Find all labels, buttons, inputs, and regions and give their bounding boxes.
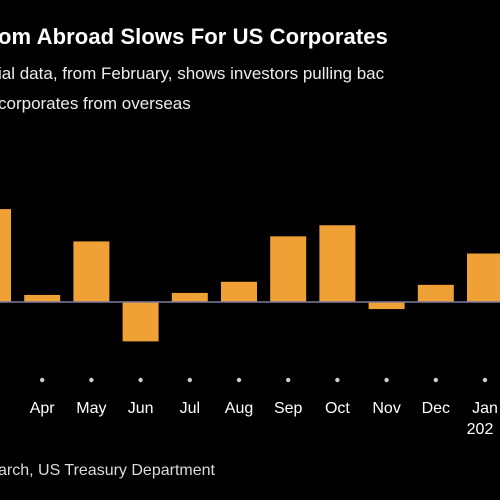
x-tick-jun [138,377,143,383]
x-tick-label-nov: Nov [372,400,400,417]
bar-series [0,209,500,342]
x-tick-label-jul: Jul [180,400,200,417]
bar-jan [467,253,500,302]
chart-title: om Abroad Slows For US Corporates [0,24,388,49]
x-tick-jan [482,377,488,383]
x-tick-apr [40,377,45,383]
bar-oct [319,225,356,302]
x-tick-may [89,377,94,383]
x-tick-label-sep: Sep [274,400,303,417]
x-tick-label-apr: Apr [30,400,56,417]
source-note: arch, US Treasury Department [0,462,215,479]
x-tick-label-may: May [76,400,106,417]
bar-jun [122,302,159,342]
bar-may [73,241,110,302]
x-axis-ticks [40,377,488,383]
x-axis-year-label: 202 [467,421,494,438]
x-tick-aug [236,377,242,383]
x-axis-labels: rAprMayJunJulAugSepOctNovDecJan [30,400,498,417]
x-tick-label-dec: Dec [422,400,450,417]
x-tick-label-jan: Jan [472,400,498,417]
chart-subtitle-line-2: corporates from overseas [0,94,191,113]
chart-subtitle-line-1: ial data, from February, shows investors… [0,64,385,83]
bar-dec [417,284,454,302]
x-tick-jul [187,377,192,383]
bar-sep [270,236,307,302]
x-tick-dec [433,377,438,383]
x-tick-sep [286,377,291,383]
x-tick-label-aug: Aug [225,400,253,417]
x-tick-label-jun: Jun [128,400,154,417]
bar-aug [221,281,257,302]
bar-r [0,209,11,302]
x-tick-nov [384,377,389,383]
bar-apr [24,294,61,302]
x-tick-label-oct: Oct [325,400,350,417]
bar-jul [171,292,208,302]
x-tick-oct [335,377,340,383]
bar-nov [368,302,405,310]
